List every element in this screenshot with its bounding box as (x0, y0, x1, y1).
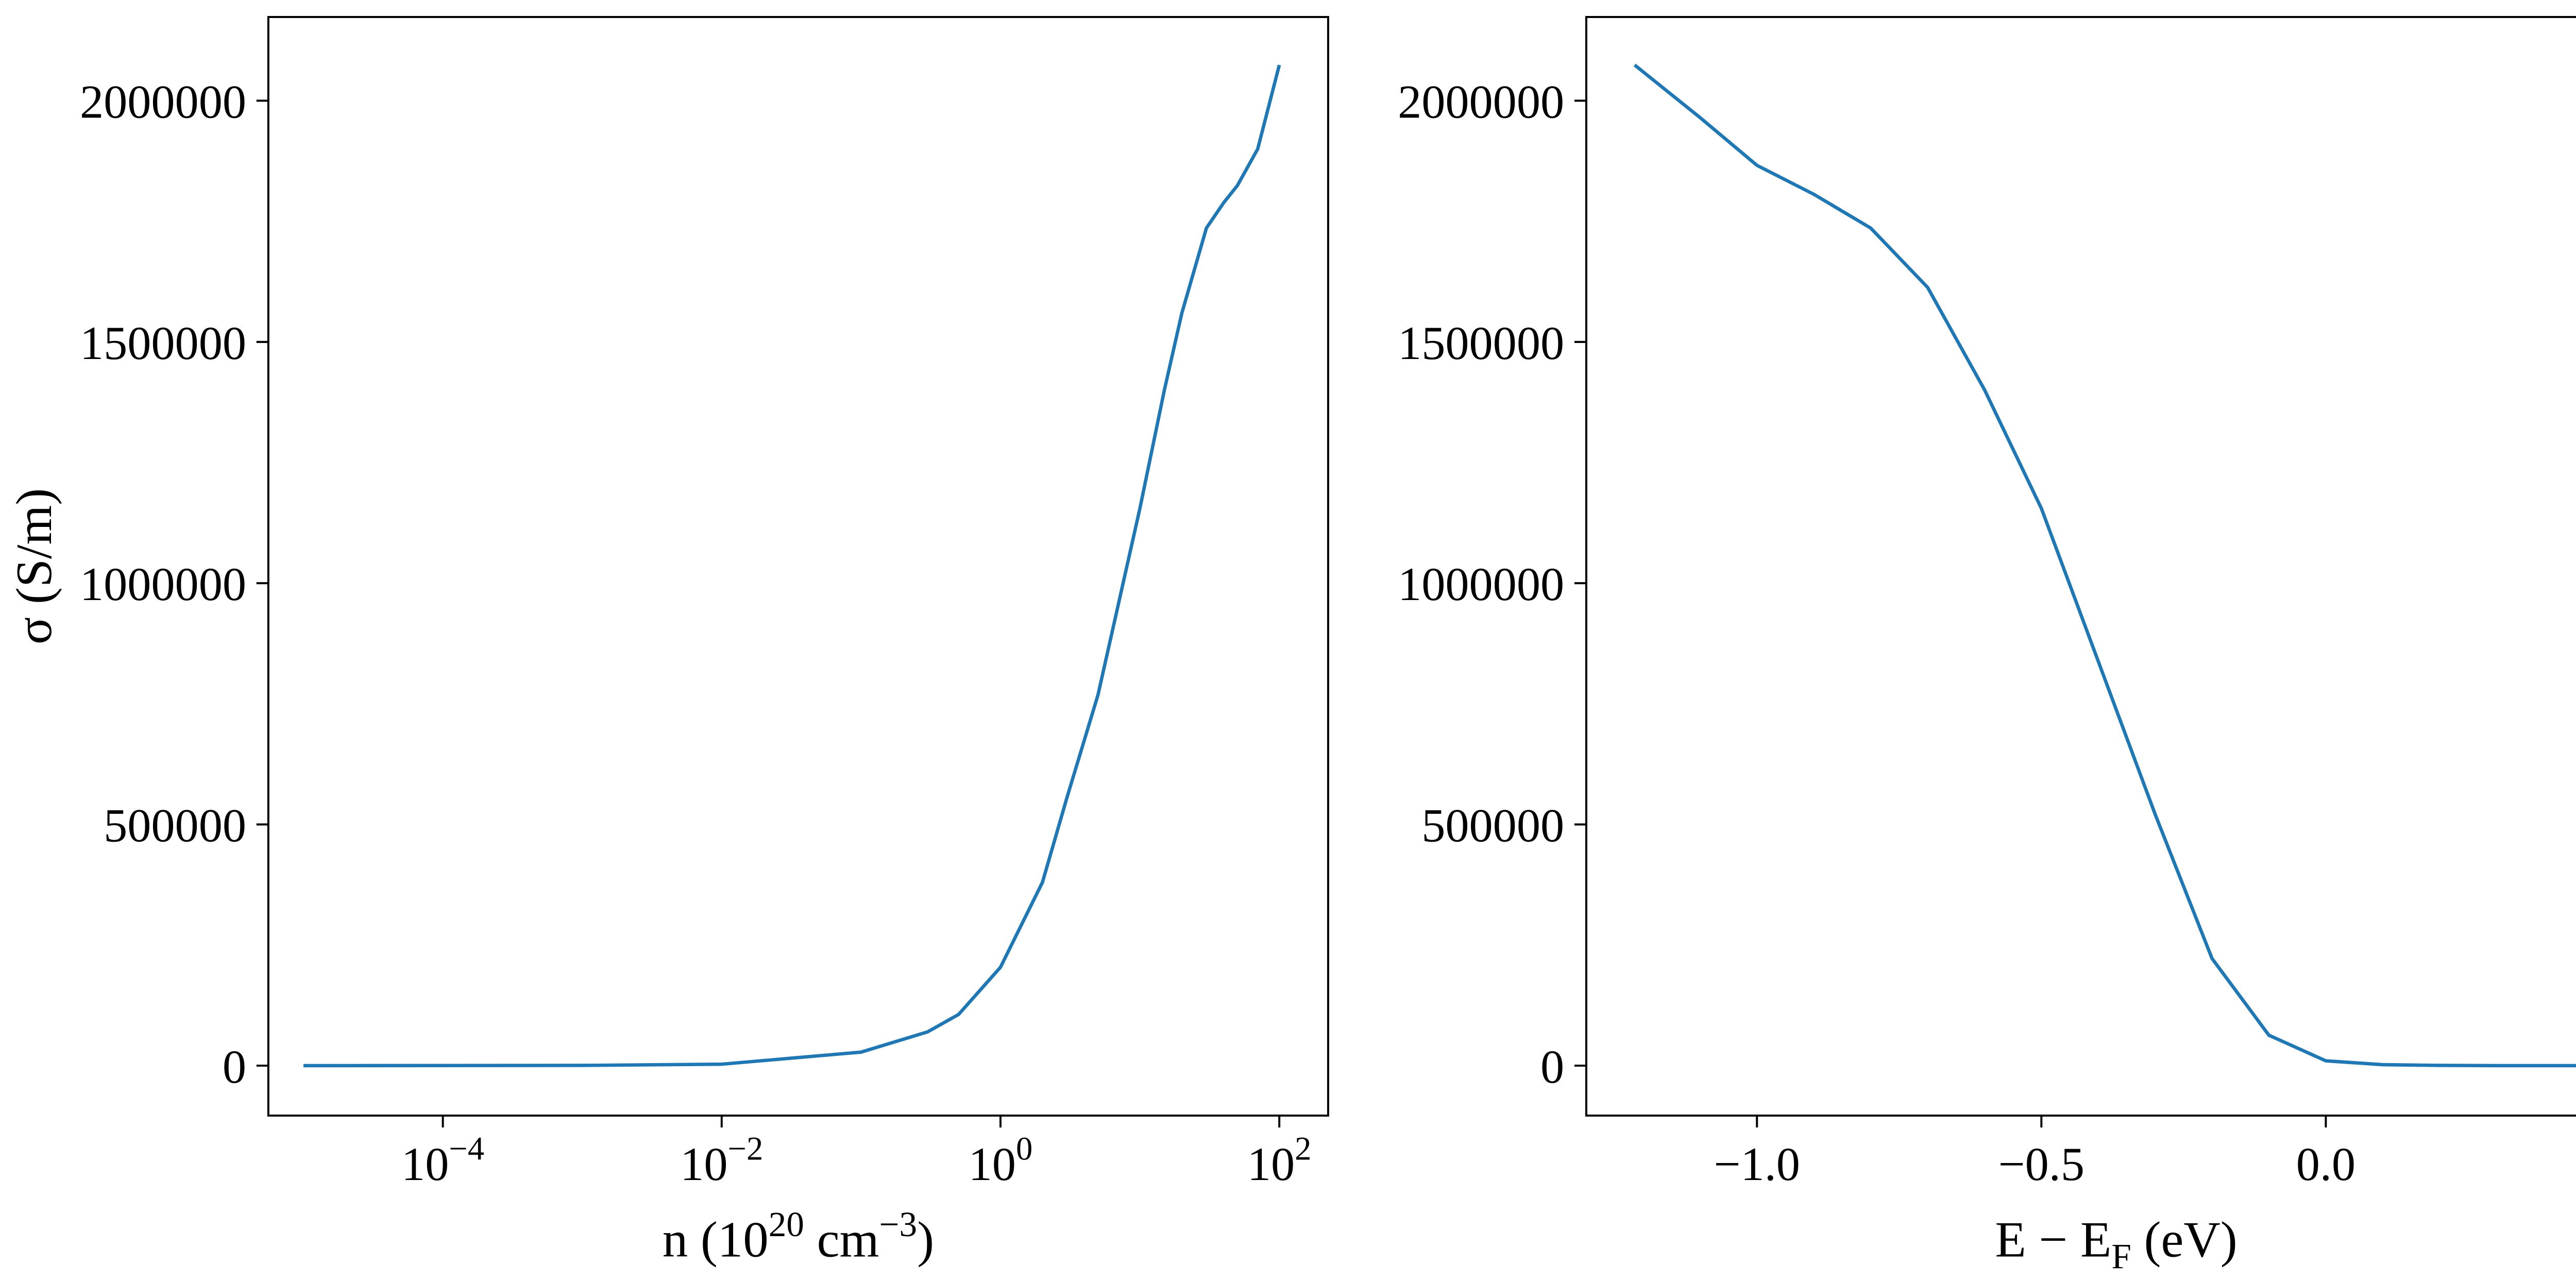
y-tick-label: 1500000 (1398, 317, 1564, 369)
y-tick-label: 2000000 (1398, 75, 1564, 128)
y-tick-label: 1500000 (80, 317, 246, 369)
x-axis-label: n (1020 cm−3) (663, 1204, 934, 1268)
plot-frame (1585, 16, 2576, 1117)
y-tick-label: 0 (223, 1040, 246, 1093)
plot-frame (267, 16, 1329, 1117)
y-axis-label: σ (S/m) (6, 488, 62, 644)
y-tick-label: 1000000 (1398, 558, 1564, 610)
y-tick-label: 500000 (1421, 799, 1564, 852)
y-tick-label: 0 (1540, 1040, 1564, 1093)
x-tick-label: 102 (1247, 1130, 1312, 1191)
data-line (1633, 63, 2576, 1068)
y-tick-label: 2000000 (80, 75, 246, 128)
data-line (303, 64, 1281, 1068)
x-tick-label: 10−2 (680, 1130, 763, 1191)
x-axis-label: E − EF (eV) (1995, 1212, 2237, 1276)
x-tick-label: 10−4 (401, 1130, 484, 1191)
x-tick-label: 0.0 (2296, 1138, 2355, 1190)
x-tick-label: −1.0 (1714, 1138, 1800, 1190)
y-tick-label: 500000 (104, 799, 246, 852)
x-tick-label: 100 (969, 1130, 1033, 1191)
y-tick-label: 1000000 (80, 558, 246, 610)
x-tick-label: −0.5 (1998, 1138, 2084, 1190)
